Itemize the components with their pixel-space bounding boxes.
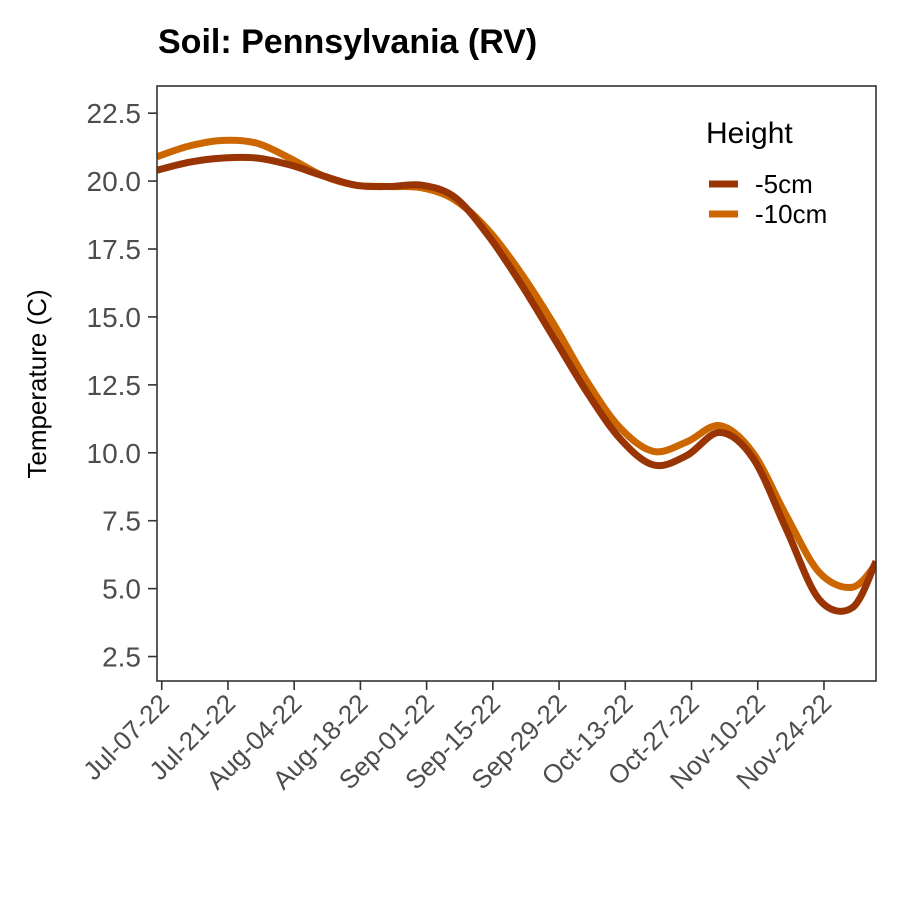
y-tick-label: 10.0	[87, 438, 142, 469]
y-tick-label: 12.5	[87, 370, 142, 401]
legend: Height -5cm -10cm	[706, 117, 827, 229]
y-tick-label: 2.5	[102, 642, 141, 673]
plot-area	[157, 136, 876, 615]
y-axis-title: Temperature (C)	[22, 289, 52, 478]
legend-title: Height	[706, 117, 793, 150]
y-tick-label: 17.5	[87, 234, 142, 265]
legend-label-10cm: -10cm	[755, 199, 827, 229]
legend-label-5cm: -5cm	[755, 169, 813, 199]
chart-title: Soil: Pennsylvania (RV)	[158, 23, 537, 61]
y-tick-label: 22.5	[87, 98, 142, 129]
y-tick-label: 5.0	[102, 574, 141, 605]
y-axis: 2.5 5.0 7.5 10.0 12.5 15.0 17.5 20.0 22.5	[87, 98, 157, 673]
y-tick-label: 15.0	[87, 302, 142, 333]
panel-border	[156, 85, 877, 682]
y-tick-label: 7.5	[102, 506, 141, 537]
y-tick-label: 20.0	[87, 166, 142, 197]
series-line-minus-5cm	[157, 153, 876, 615]
